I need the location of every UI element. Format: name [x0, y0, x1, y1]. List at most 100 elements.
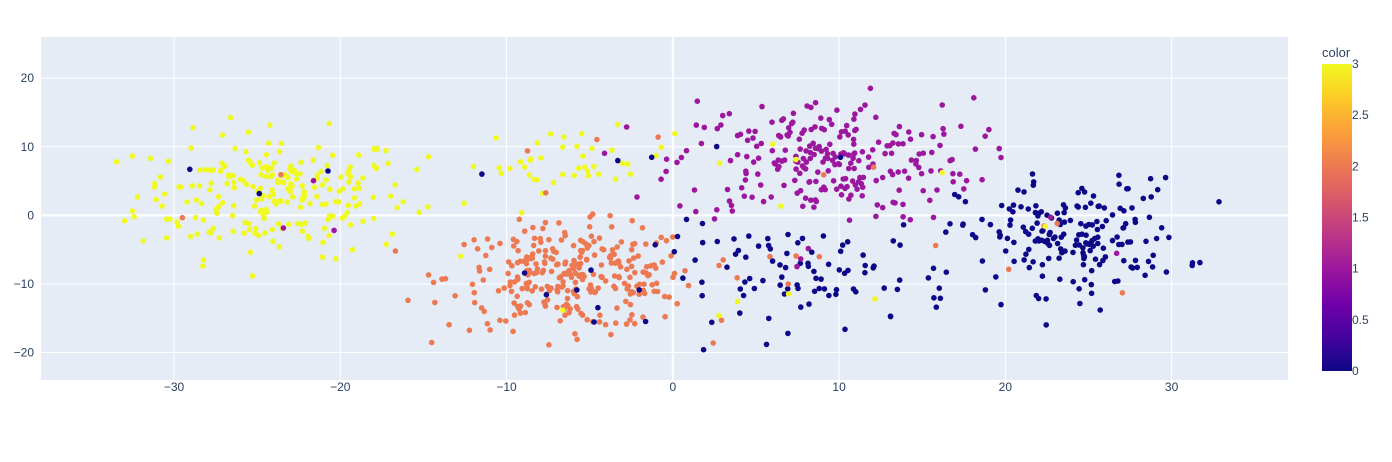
data-point — [888, 150, 895, 157]
data-point — [636, 291, 642, 298]
data-point — [331, 227, 337, 234]
data-point — [1011, 258, 1017, 265]
data-point — [1020, 224, 1027, 230]
data-point — [932, 242, 939, 249]
data-point — [845, 132, 851, 138]
colorbar-tick-label: 0 — [1352, 364, 1359, 378]
x-tick-label: 10 — [832, 380, 846, 394]
data-point — [1075, 204, 1081, 210]
data-point — [931, 295, 937, 301]
data-point — [818, 115, 824, 121]
data-point — [131, 214, 137, 220]
data-point — [1057, 276, 1063, 283]
data-point — [208, 229, 214, 236]
data-point — [760, 277, 766, 284]
data-point — [1044, 237, 1051, 244]
data-point — [627, 317, 633, 323]
data-point — [746, 128, 752, 134]
data-point — [446, 321, 452, 328]
data-point — [741, 193, 748, 199]
data-point — [560, 283, 566, 289]
data-point — [200, 217, 207, 223]
data-point — [859, 193, 865, 199]
data-point — [930, 214, 937, 221]
data-point — [785, 231, 791, 238]
data-point — [1038, 209, 1045, 215]
data-point — [1114, 234, 1120, 240]
data-point — [219, 132, 226, 138]
data-point — [198, 200, 205, 207]
data-point — [566, 309, 572, 316]
data-point — [389, 231, 396, 237]
data-point — [743, 254, 749, 260]
data-point — [189, 182, 196, 189]
data-point — [848, 160, 854, 166]
data-point — [810, 140, 816, 147]
data-point — [608, 331, 614, 338]
data-point — [484, 236, 491, 242]
data-point — [785, 125, 792, 131]
data-point — [766, 315, 772, 322]
data-point — [601, 150, 608, 157]
data-point — [875, 139, 882, 145]
colorbar-tick-label: 2 — [1352, 159, 1359, 173]
data-point — [219, 160, 225, 166]
data-point — [546, 342, 552, 348]
data-point — [612, 176, 619, 182]
data-point — [674, 300, 680, 307]
data-point — [901, 168, 908, 174]
data-point — [821, 286, 828, 292]
data-point — [671, 270, 678, 277]
data-point — [572, 331, 578, 337]
data-point — [1216, 199, 1222, 205]
data-point — [210, 225, 216, 232]
data-point — [939, 102, 945, 108]
data-point — [356, 200, 363, 207]
data-point — [531, 270, 537, 277]
data-point — [767, 246, 774, 252]
data-point — [1025, 206, 1032, 212]
data-point — [591, 319, 597, 325]
data-point — [177, 184, 184, 190]
data-point — [439, 276, 445, 282]
data-point — [1147, 175, 1154, 182]
data-point — [1129, 205, 1135, 211]
data-point — [699, 279, 705, 286]
data-point — [543, 291, 550, 298]
y-axis-ticks: −20 −10 0 10 20 — [14, 71, 35, 359]
data-point — [261, 215, 268, 222]
data-point — [1073, 237, 1080, 243]
data-point — [544, 297, 551, 303]
data-point — [255, 232, 262, 239]
data-point — [1095, 240, 1101, 247]
data-point — [813, 275, 819, 282]
data-point — [571, 172, 577, 179]
data-point — [804, 103, 810, 109]
data-point — [1132, 257, 1139, 264]
colorbar-title: color — [1322, 45, 1351, 60]
data-point — [653, 152, 659, 159]
data-point — [315, 144, 322, 151]
data-point — [794, 263, 800, 270]
data-point — [515, 247, 521, 254]
data-point — [881, 285, 887, 291]
data-point — [963, 177, 970, 184]
data-point — [816, 285, 822, 292]
data-point — [624, 266, 630, 273]
data-point — [607, 212, 613, 219]
data-point — [400, 199, 407, 205]
data-point — [1043, 322, 1049, 328]
data-point — [962, 198, 969, 205]
data-point — [580, 239, 586, 245]
data-point — [570, 242, 577, 249]
data-point — [280, 225, 287, 231]
data-point — [771, 160, 778, 166]
data-point — [907, 136, 914, 142]
data-point — [900, 201, 906, 208]
data-point — [788, 120, 795, 127]
data-point — [560, 307, 566, 313]
data-point — [297, 171, 303, 177]
data-point — [1079, 231, 1085, 237]
data-point — [217, 168, 224, 174]
data-point — [799, 235, 806, 242]
